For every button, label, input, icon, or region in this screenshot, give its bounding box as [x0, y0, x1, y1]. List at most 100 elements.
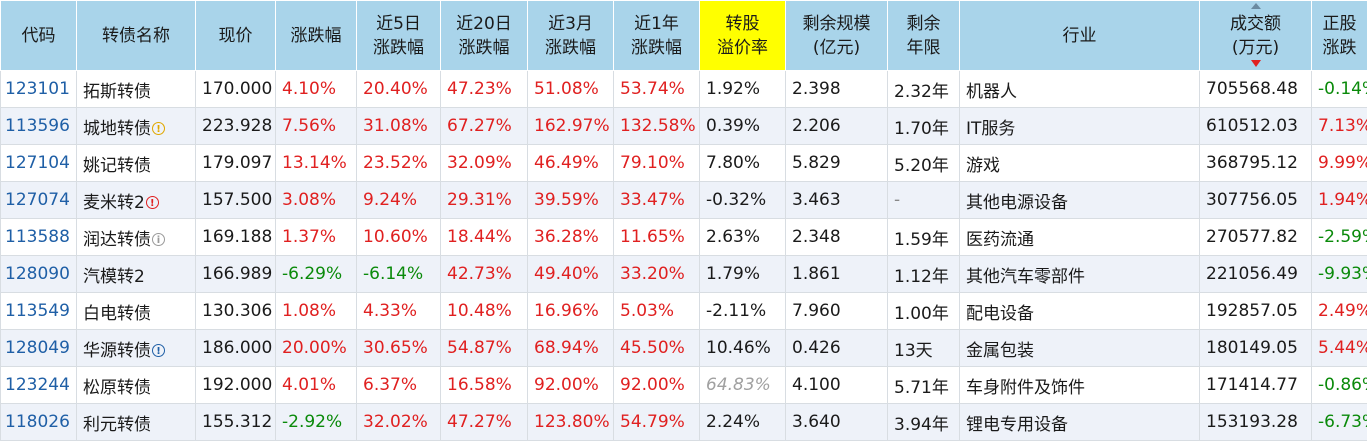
industry-value: 锂电专用设备	[966, 414, 1068, 435]
price-value: 155.312	[202, 412, 273, 432]
col-header-chg3m[interactable]: 近3月 涨跌幅	[527, 0, 614, 71]
premium-value: 7.80%	[706, 153, 761, 173]
table-row[interactable]: 128049 华源转债! 186.000 20.00% 30.65% 54.87% 68.9…	[0, 329, 1367, 367]
cell-chg3m: 46.49%	[527, 144, 614, 182]
cell-industry: 金属包装	[959, 329, 1200, 367]
cell-code[interactable]: 113549	[0, 292, 77, 330]
sort-asc-icon[interactable]	[1250, 3, 1261, 9]
cell-chg3m: 39.59%	[527, 181, 614, 219]
cell-name[interactable]: 松原转债	[76, 366, 196, 404]
cell-scale: 2.206	[785, 107, 888, 145]
col-header-chg1y[interactable]: 近1年 涨跌幅	[613, 0, 700, 71]
name-value: 麦米转2	[83, 192, 145, 213]
cell-code[interactable]: 127104	[0, 144, 77, 182]
cell-chg20d: 16.58%	[440, 366, 528, 404]
table-row[interactable]: 113549 白电转债 130.306 1.08% 4.33% 10.48% 16.96% 5…	[0, 292, 1367, 330]
table-row[interactable]: 127074 麦米转2! 157.500 3.08% 9.24% 29.31% 39.59%…	[0, 181, 1367, 219]
cell-premium: -0.32%	[699, 181, 786, 219]
col-header-code[interactable]: 代码	[0, 0, 77, 71]
chg20d-value: 42.73%	[447, 264, 512, 284]
chg3m-value: 46.49%	[534, 153, 599, 173]
col-header-stock-chg[interactable]: 正股 涨跌	[1311, 0, 1367, 71]
cell-price: 130.306	[195, 292, 276, 330]
table-row[interactable]: 118026 利元转债 155.312 -2.92% 32.02% 47.27% 123.8…	[0, 403, 1367, 441]
cell-code[interactable]: 127074	[0, 181, 77, 219]
cell-chg: 1.08%	[275, 292, 357, 330]
cell-name[interactable]: 汽模转2	[76, 255, 196, 293]
premium-value: 0.39%	[706, 116, 761, 136]
alert-icon[interactable]: !	[145, 195, 159, 209]
cell-name[interactable]: 华源转债!	[76, 329, 196, 367]
cell-chg20d: 47.27%	[440, 403, 528, 441]
cell-code[interactable]: 123244	[0, 366, 77, 404]
cell-scale: 4.100	[785, 366, 888, 404]
cell-chg1y: 11.65%	[613, 218, 700, 256]
code-value: 123101	[5, 79, 70, 99]
table-row[interactable]: 127104 姚记转债 179.097 13.14% 23.52% 32.09% 46.49…	[0, 144, 1367, 182]
table-body: 123101 拓斯转债 170.000 4.10% 20.40% 47.23% 51.08%…	[0, 70, 1367, 441]
premium-value: 1.92%	[706, 79, 761, 99]
cell-code[interactable]: 118026	[0, 403, 77, 441]
name-value: 利元转债	[83, 414, 151, 435]
cell-code[interactable]: 113588	[0, 218, 77, 256]
cell-code[interactable]: 128049	[0, 329, 77, 367]
chg5d-value: 9.24%	[363, 190, 418, 210]
chg5d-value: 4.33%	[363, 301, 418, 321]
col-header-scale[interactable]: 剩余规模 (亿元)	[785, 0, 888, 71]
cell-name[interactable]: 白电转债	[76, 292, 196, 330]
table-row[interactable]: 113588 润达转债 i 169.188 1.37% 10.60% 18.44% 36.28…	[0, 218, 1367, 256]
cell-code[interactable]: 128090	[0, 255, 77, 293]
volume-value: 270577.82	[1206, 227, 1298, 247]
chg1y-value: 53.74%	[620, 79, 685, 99]
table-row[interactable]: 113596 城地转债! 223.928 7.56% 31.08% 67.27% 162.9…	[0, 107, 1367, 145]
col-header-premium[interactable]: 转股 溢价率	[699, 0, 786, 71]
chg-value: 1.08%	[282, 301, 337, 321]
cell-chg5d: 32.02%	[356, 403, 441, 441]
chg20d-value: 67.27%	[447, 116, 512, 136]
cell-code[interactable]: 123101	[0, 70, 77, 108]
premium-value: 2.24%	[706, 412, 761, 432]
cell-name[interactable]: 姚记转债	[76, 144, 196, 182]
cell-term: -	[887, 181, 960, 219]
col-header-name[interactable]: 转债名称	[76, 0, 196, 71]
cell-code[interactable]: 113596	[0, 107, 77, 145]
name-value: 华源转债	[83, 340, 151, 361]
chg5d-value: -6.14%	[363, 264, 424, 284]
chg-value: 1.37%	[282, 227, 337, 247]
code-value: 113588	[5, 227, 70, 247]
cell-term: 5.20年	[887, 144, 960, 182]
cell-name[interactable]: 麦米转2!	[76, 181, 196, 219]
cell-chg5d: 9.24%	[356, 181, 441, 219]
cell-chg3m: 123.80%	[527, 403, 614, 441]
premium-value: 1.79%	[706, 264, 761, 284]
col-header-chg20d[interactable]: 近20日 涨跌幅	[440, 0, 528, 71]
stock-chg-value: -9.93%	[1318, 264, 1367, 284]
cell-name[interactable]: 利元转债	[76, 403, 196, 441]
info-icon[interactable]: i	[152, 232, 165, 246]
term-value: 13天	[894, 340, 933, 361]
cell-name[interactable]: 城地转债!	[76, 107, 196, 145]
chg3m-value: 162.97%	[534, 116, 610, 136]
table-row[interactable]: 128090 汽模转2 166.989 -6.29% -6.14% 42.73% 49.40…	[0, 255, 1367, 293]
price-value: 169.188	[202, 227, 273, 247]
col-header-chg[interactable]: 涨跌幅	[275, 0, 357, 71]
cell-name[interactable]: 拓斯转债	[76, 70, 196, 108]
premium-value: -0.32%	[706, 190, 767, 210]
col-header-chg5d[interactable]: 近5日 涨跌幅	[356, 0, 441, 71]
cell-chg5d: 31.08%	[356, 107, 441, 145]
name-value: 城地转债	[83, 118, 151, 139]
warning-icon[interactable]: !	[152, 121, 165, 135]
col-header-volume[interactable]: 成交额 (万元)	[1199, 0, 1312, 71]
col-header-term[interactable]: 剩余 年限	[887, 0, 960, 71]
col-header-industry[interactable]: 行业	[959, 0, 1200, 71]
cell-scale: 3.463	[785, 181, 888, 219]
cell-name[interactable]: 润达转债 i	[76, 218, 196, 256]
code-value: 113596	[5, 116, 70, 136]
table-row[interactable]: 123244 松原转债 192.000 4.01% 6.37% 16.58% 92.00% 9…	[0, 366, 1367, 404]
notice-icon[interactable]: !	[152, 343, 165, 357]
sort-desc-icon[interactable]	[1250, 60, 1261, 67]
col-header-price[interactable]: 现价	[195, 0, 276, 71]
cell-term: 3.94年	[887, 403, 960, 441]
table-row[interactable]: 123101 拓斯转债 170.000 4.10% 20.40% 47.23% 51.08%…	[0, 70, 1367, 108]
